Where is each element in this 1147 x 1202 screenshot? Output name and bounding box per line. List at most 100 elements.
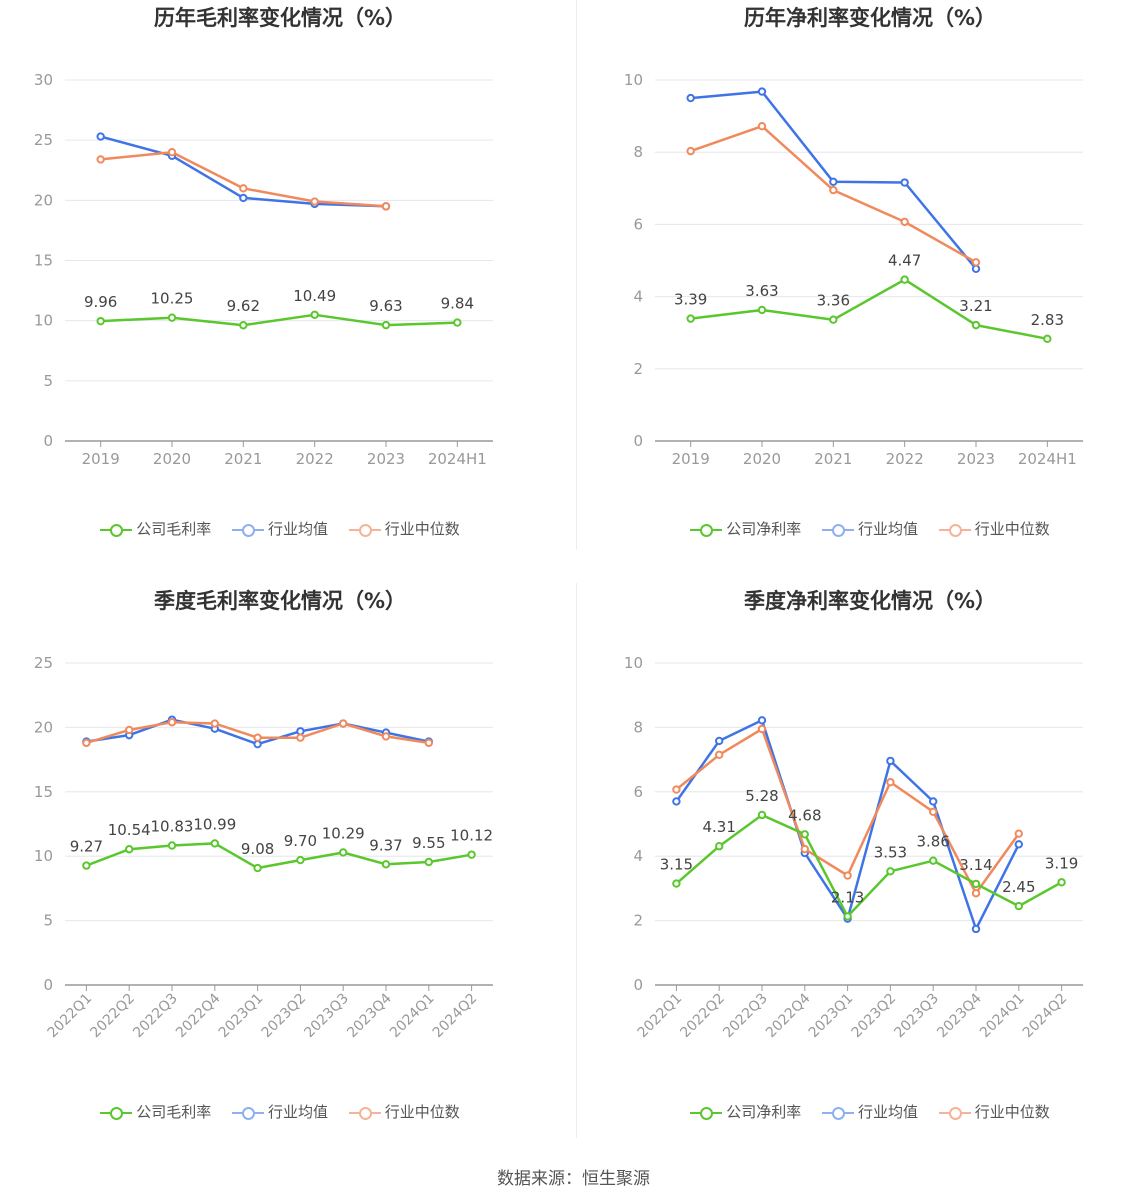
industry-median-point: [210, 719, 220, 728]
company-point: [672, 879, 681, 888]
x-tick-label: 2023Q2: [849, 991, 900, 1042]
industry-avg-point: [686, 93, 695, 103]
data-label: 9.62: [227, 297, 260, 315]
y-tick-label: 2: [633, 912, 643, 930]
legend-industry-median[interactable]: 行业中位数: [938, 1101, 1050, 1122]
company-point: [239, 321, 248, 330]
legend-industry-avg[interactable]: 行业均值: [821, 518, 918, 539]
industry-avg-point: [296, 727, 305, 736]
data-label: 9.70: [284, 832, 317, 850]
x-tick-label: 2023Q1: [806, 991, 857, 1042]
legend-industry-median[interactable]: 行业中位数: [348, 1101, 460, 1122]
data-label: 5.28: [745, 787, 778, 805]
y-tick-label: 10: [624, 654, 643, 672]
x-tick-label: 2024H1: [1018, 450, 1077, 468]
x-tick-label: 2023Q2: [259, 991, 310, 1042]
data-source: 数据来源：恒生聚源: [497, 1169, 650, 1189]
y-tick-label: 15: [34, 783, 53, 801]
x-tick-label: 2022: [296, 450, 334, 468]
x-tick-label: 2022Q1: [635, 991, 686, 1042]
chart-title: 季度净利率变化情况（%）: [743, 589, 997, 613]
company-point: [929, 856, 938, 865]
data-label: 9.63: [369, 297, 402, 315]
chart-plot: 0 2 4 6 8 10 2019 2020 2021 2022 2023 2024H1 3.39 3.6…: [624, 71, 1083, 468]
x-tick-label: 2022Q4: [763, 990, 814, 1041]
industry-median-point: [1014, 829, 1023, 838]
company-point: [296, 855, 305, 865]
legend-industry-avg[interactable]: 行业均值: [231, 518, 328, 539]
legend-industry-avg[interactable]: 行业均值: [231, 1101, 328, 1122]
company-series: [85, 842, 472, 870]
x-tick-label: 2022Q3: [130, 991, 181, 1042]
data-label: 9.27: [70, 838, 103, 856]
industry-median-point: [296, 733, 305, 742]
x-tick-label: 2024Q2: [430, 991, 481, 1042]
chart-title: 季度毛利率变化情况（%）: [153, 589, 407, 613]
x-tick-label: 2024H1: [428, 450, 487, 468]
chart-legend[interactable]: 公司毛利率 行业均值 行业中位数: [0, 518, 560, 539]
company-point: [843, 912, 852, 921]
x-tick-label: 2024Q2: [1020, 991, 1071, 1042]
y-tick-label: 25: [34, 131, 53, 149]
chart-legend[interactable]: 公司毛利率 行业均值 行业中位数: [0, 1101, 560, 1122]
company-point: [971, 320, 981, 330]
legend-industry-median[interactable]: 行业中位数: [348, 518, 460, 539]
data-label: 10.54: [108, 821, 151, 839]
vertical-divider: [576, 0, 577, 550]
quarterly-gross-margin-chart: 季度毛利率变化情况（%） 0 5 10 15 20 25 2022Q1 2022Q2 2022Q…: [0, 583, 560, 1143]
company-point: [96, 316, 105, 326]
industry-median-point: [886, 777, 895, 787]
data-label: 9.55: [412, 834, 445, 852]
x-tick-label: 2023Q3: [301, 991, 352, 1042]
data-label: 9.84: [441, 295, 474, 313]
legend-company-gross[interactable]: 公司毛利率: [100, 1101, 211, 1122]
company-point: [167, 841, 177, 850]
y-tick-label: 8: [633, 718, 643, 736]
chart-legend[interactable]: 公司净利率 行业均值 行业中位数: [590, 518, 1147, 539]
x-tick-label: 2023Q3: [891, 991, 942, 1042]
company-point: [715, 842, 724, 851]
industry-avg-point: [715, 736, 724, 746]
data-label: 9.08: [241, 840, 274, 858]
data-label: 10.25: [151, 290, 194, 308]
chart-title: 历年净利率变化情况（%）: [743, 6, 997, 30]
y-tick-label: 6: [633, 783, 643, 801]
company-point: [381, 860, 391, 869]
company-series: [690, 278, 1048, 341]
industry-median-point: [757, 122, 767, 131]
legend-industry-avg[interactable]: 行业均值: [821, 1101, 918, 1122]
industry-median-point: [167, 148, 177, 157]
industry-avg-point: [1014, 840, 1023, 849]
industry-median-point: [929, 807, 938, 816]
industry-avg-point: [239, 193, 248, 203]
legend-company-net[interactable]: 公司净利率: [690, 1101, 801, 1122]
y-tick-label: 4: [633, 288, 643, 306]
y-tick-label: 30: [34, 71, 53, 89]
data-label: 4.68: [788, 806, 821, 824]
legend-company-net[interactable]: 公司净利率: [690, 518, 801, 539]
company-point: [453, 318, 462, 327]
y-tick-label: 0: [633, 976, 643, 994]
data-label: 3.53: [874, 843, 907, 861]
y-tick-label: 0: [633, 432, 643, 450]
industry-median-point: [167, 718, 177, 727]
x-tick-label: 2021: [814, 450, 852, 468]
x-tick-label: 2023Q4: [344, 990, 395, 1041]
legend-industry-median[interactable]: 行业中位数: [938, 518, 1050, 539]
company-point: [467, 850, 476, 859]
company-point: [339, 848, 348, 857]
x-tick-label: 2023: [957, 450, 995, 468]
legend-company-gross[interactable]: 公司毛利率: [100, 518, 211, 539]
chart-legend[interactable]: 公司净利率 行业均值 行业中位数: [590, 1101, 1147, 1122]
industry-median-point: [971, 258, 981, 267]
y-tick-label: 15: [34, 252, 53, 270]
industry-median-point: [239, 184, 248, 193]
industry-median-point: [686, 146, 695, 156]
industry-avg-point: [757, 716, 767, 725]
company-point: [424, 857, 433, 867]
company-point: [167, 313, 177, 322]
y-tick-label: 6: [633, 215, 643, 233]
x-tick-label: 2024Q1: [977, 991, 1028, 1042]
data-label: 2.83: [1031, 311, 1064, 329]
data-label: 3.19: [1045, 854, 1078, 872]
